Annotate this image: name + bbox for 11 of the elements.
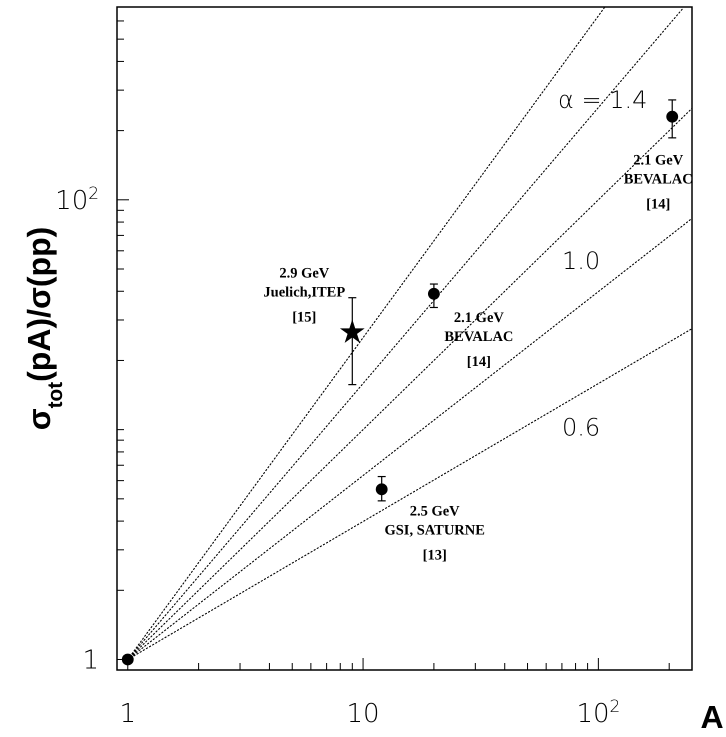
x-axis-title: A <box>700 699 724 735</box>
annotation: 2.1 GeV BEVALAC [14] <box>444 310 514 370</box>
x-tick-label: 10$^{2}$ <box>576 696 620 729</box>
series-label: 0.6 <box>562 414 600 442</box>
series-label: α = 1.4 <box>558 86 648 114</box>
x-tick-label: 1 <box>119 699 136 729</box>
series-label: 1.0 <box>562 247 600 276</box>
annotation: 2.5 GeV GSI, SATURNE [13] <box>384 503 485 564</box>
annotation: 2.9 GeV Juelich,ITEP [15] <box>263 265 346 326</box>
x-tick-label: 10 <box>346 699 380 729</box>
annotation: 2.1 GeV BEVALAC [14] <box>624 152 693 213</box>
